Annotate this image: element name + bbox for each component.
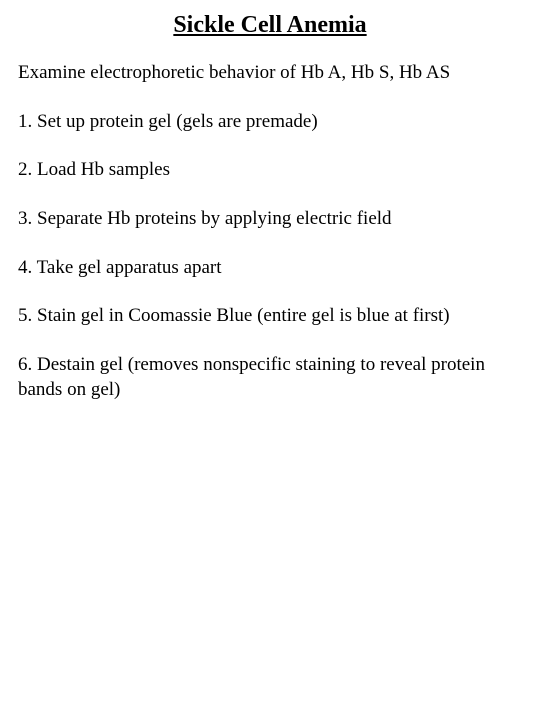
procedure-step: 2. Load Hb samples [18,158,522,183]
procedure-step: 5. Stain gel in Coomassie Blue (entire g… [18,304,522,329]
procedure-step: 1. Set up protein gel (gels are premade) [18,110,522,135]
procedure-step: 3. Separate Hb proteins by applying elec… [18,207,522,232]
subtitle-text: Examine electrophoretic behavior of Hb A… [18,61,522,86]
procedure-step: 6. Destain gel (removes nonspecific stai… [18,353,522,402]
procedure-step: 4. Take gel apparatus apart [18,256,522,281]
document-page: Sickle Cell Anemia Examine electrophoret… [0,0,540,720]
page-title: Sickle Cell Anemia [18,12,522,39]
